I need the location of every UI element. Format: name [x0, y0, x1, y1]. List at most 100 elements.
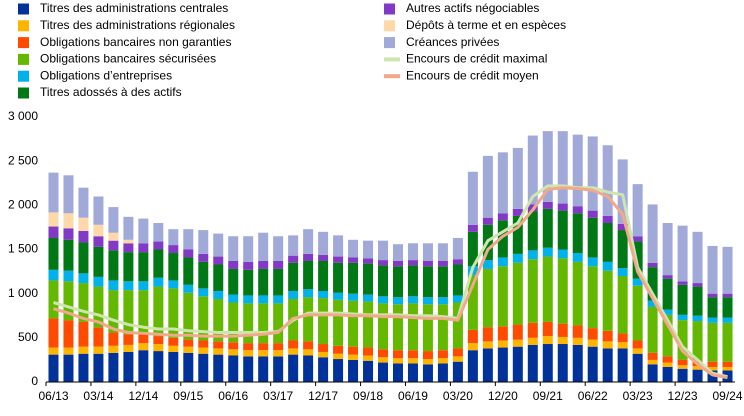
bar-segment — [407, 303, 418, 351]
bar-segment — [258, 295, 269, 304]
bar-segment — [258, 232, 269, 261]
bar-segment — [542, 321, 553, 337]
bar-segment — [333, 345, 344, 354]
bar-segment — [602, 261, 613, 271]
bar-segment — [63, 175, 74, 214]
bar-segment — [363, 301, 374, 348]
bar-segment — [602, 215, 613, 223]
x-tick-label: 06/13 — [38, 389, 68, 403]
legend-swatch — [18, 87, 29, 99]
bar-segment — [153, 351, 164, 382]
y-tick-label: 1 500 — [8, 242, 38, 256]
bar-segment — [318, 231, 329, 255]
bar-segment — [288, 262, 299, 292]
bar-segment — [78, 321, 89, 347]
bar-segment — [497, 213, 508, 221]
y-tick-label: 0 — [31, 374, 38, 388]
bar-segment — [198, 353, 209, 382]
bar-segment — [48, 347, 59, 355]
bar-segment — [318, 357, 329, 382]
bar-segment — [258, 303, 269, 344]
bar-segment — [183, 339, 194, 347]
legend-swatch — [18, 20, 29, 32]
bar-segment — [542, 256, 553, 322]
bar-segment — [228, 294, 239, 303]
x-tick-label: 09/15 — [173, 389, 203, 403]
x-tick-label: 09/18 — [353, 389, 383, 403]
bar-segment — [557, 323, 568, 337]
bar-segment — [63, 281, 74, 321]
y-tick-label: 2 500 — [8, 153, 38, 167]
bar-segment — [467, 343, 478, 351]
bar-segment — [348, 293, 359, 301]
bar-segment — [557, 258, 568, 324]
line — [53, 184, 728, 379]
bar-segment — [303, 229, 314, 254]
bar-segment — [692, 231, 703, 284]
bar-segment — [198, 230, 209, 254]
bar-segment — [378, 357, 389, 363]
bar-segment — [392, 358, 403, 364]
bar-segment — [437, 243, 448, 261]
bar-segment — [93, 196, 104, 225]
bar-segment — [63, 239, 74, 271]
bar-segment — [482, 327, 493, 342]
bar-segment — [572, 337, 583, 345]
bar-segment — [677, 281, 688, 285]
bar-segment — [273, 350, 284, 357]
bar-segment — [378, 296, 389, 304]
bar-segment — [303, 253, 314, 261]
bar-segment — [452, 295, 463, 303]
bar-segment — [662, 314, 673, 357]
bar-segment — [108, 332, 119, 346]
bar-segment — [722, 246, 733, 294]
bar-segment — [557, 131, 568, 204]
legend-swatch — [384, 57, 400, 62]
bar-segment — [243, 236, 254, 262]
bar-segment — [602, 330, 613, 342]
x-tick-label: 12/14 — [128, 389, 158, 403]
bar-segment — [378, 240, 389, 261]
bar-segment — [348, 346, 359, 355]
bar-segment — [198, 253, 209, 262]
x-tick-label: 06/16 — [218, 389, 248, 403]
bar-segment — [422, 260, 433, 267]
legend-label: Obligations d’entreprises — [40, 68, 172, 82]
legend-label: Autres actifs négociables — [406, 1, 539, 15]
legend-label: Titres des administrations régionales — [40, 18, 235, 32]
bar-segment — [512, 262, 523, 325]
bar-segment — [168, 280, 179, 289]
x-tick-label: 03/20 — [443, 389, 473, 403]
bar-segment — [632, 285, 643, 341]
bar-segment — [587, 217, 598, 258]
bar-segment — [108, 280, 119, 291]
bar-segment — [512, 324, 523, 340]
bar-segment — [108, 232, 119, 241]
bar-segment — [93, 353, 104, 382]
bar-segment — [707, 245, 718, 294]
bar-segment — [407, 350, 418, 359]
bar-segment — [422, 364, 433, 382]
bar-segment — [422, 243, 433, 261]
x-tick-label: 12/17 — [308, 389, 338, 403]
bar-segment — [662, 356, 673, 363]
bar-segment — [722, 366, 733, 371]
bar-segment — [243, 269, 254, 296]
bar-segment — [467, 171, 478, 225]
bar-segment — [572, 344, 583, 382]
bar-segment — [183, 249, 194, 258]
bar-segment — [392, 363, 403, 382]
bar-segment — [542, 201, 553, 209]
line — [53, 186, 728, 380]
bar-segment — [632, 340, 643, 349]
bar-segment — [183, 257, 194, 285]
bar-segment — [632, 184, 643, 237]
bar-segment — [318, 351, 329, 358]
bar-segment — [527, 211, 538, 251]
bar-segment — [632, 348, 643, 354]
bar-segment — [677, 320, 688, 360]
bar-segment — [587, 328, 598, 340]
bar-segment — [333, 292, 344, 300]
bar-segment — [348, 257, 359, 263]
bar-segment — [378, 260, 389, 266]
